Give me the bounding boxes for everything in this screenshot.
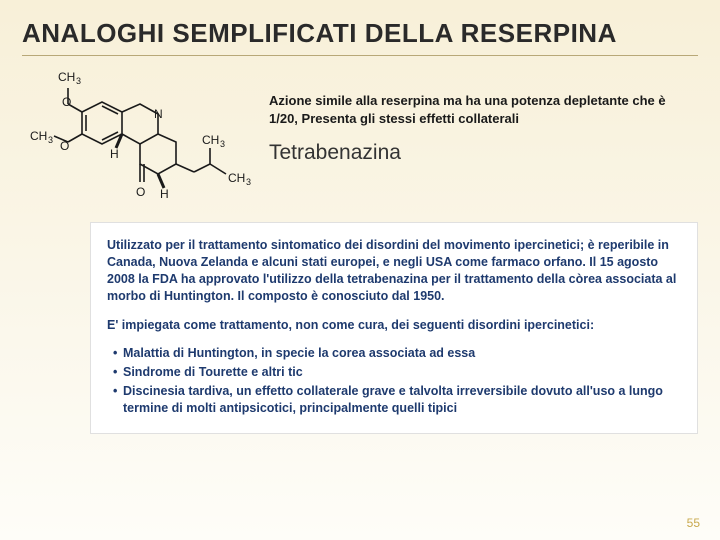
list-item: Sindrome di Tourette e altri tic bbox=[113, 364, 681, 381]
right-text-block: Azione simile alla reserpina ma ha una p… bbox=[269, 64, 698, 165]
label-o-top: O bbox=[62, 95, 71, 109]
info-list: Malattia di Huntington, in specie la cor… bbox=[107, 345, 681, 417]
info-box: Utilizzato per il trattamento sintomatic… bbox=[90, 222, 698, 434]
svg-text:3: 3 bbox=[48, 135, 53, 145]
label-ch3-top: CH bbox=[58, 70, 75, 84]
list-item: Discinesia tardiva, un effetto collatera… bbox=[113, 383, 681, 417]
label-o-ketone: O bbox=[136, 185, 145, 199]
list-item: Malattia di Huntington, in specie la cor… bbox=[113, 345, 681, 362]
title-underline bbox=[22, 55, 698, 56]
svg-text:3: 3 bbox=[220, 139, 225, 149]
compound-name: Tetrabenazina bbox=[269, 141, 698, 165]
info-para-2: E' impiegata come trattamento, non come … bbox=[107, 317, 681, 334]
chemical-structure: CH3 CH3 O O N H H O CH3 CH3 bbox=[22, 64, 257, 214]
top-section: CH3 CH3 O O N H H O CH3 CH3 Azione simil… bbox=[0, 64, 720, 214]
label-ch3-r1: CH bbox=[202, 133, 219, 147]
svg-text:3: 3 bbox=[76, 76, 81, 86]
label-ch3-r2: CH bbox=[228, 171, 245, 185]
label-h1: H bbox=[110, 147, 119, 161]
label-o-left: O bbox=[60, 139, 69, 153]
molecule-svg: CH3 CH3 O O N H H O CH3 CH3 bbox=[22, 64, 257, 214]
description-text: Azione simile alla reserpina ma ha una p… bbox=[269, 92, 698, 127]
page-number: 55 bbox=[687, 516, 700, 530]
label-h2: H bbox=[160, 187, 169, 201]
label-n: N bbox=[154, 107, 163, 121]
info-para-1: Utilizzato per il trattamento sintomatic… bbox=[107, 237, 681, 305]
svg-text:3: 3 bbox=[246, 177, 251, 187]
slide-title: ANALOGHI SEMPLIFICATI DELLA RESERPINA bbox=[0, 0, 720, 55]
label-ch3-left: CH bbox=[30, 129, 47, 143]
